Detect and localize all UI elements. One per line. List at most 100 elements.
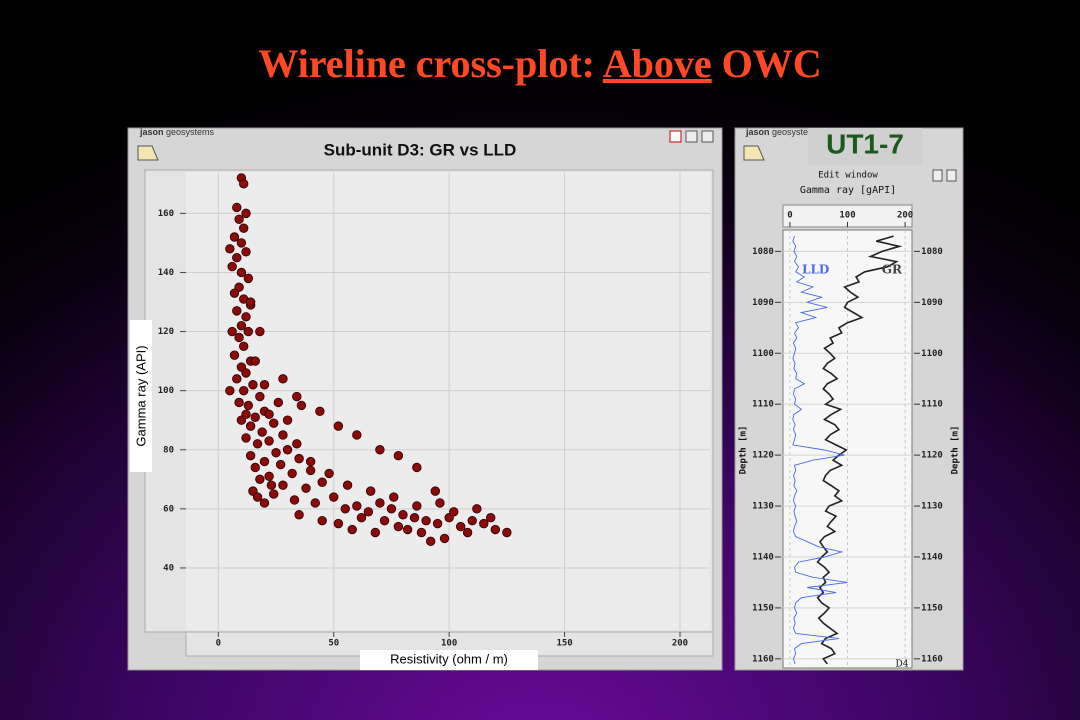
title-part: Above — [603, 41, 712, 86]
scatter-point — [347, 524, 357, 535]
window-button[interactable] — [669, 130, 682, 143]
scatter-point — [352, 430, 362, 440]
scatter-point — [232, 374, 242, 384]
depth-tick-label: 1160 — [921, 654, 943, 664]
legend-label: GR — [882, 263, 903, 277]
scatter-point — [379, 515, 390, 526]
scatter-point — [236, 267, 247, 278]
scatter-point — [234, 397, 244, 408]
scatter-point — [479, 518, 489, 529]
brand: jason geosystems — [745, 127, 821, 137]
well-label: UT1-7 — [826, 128, 904, 159]
scatter-point — [425, 536, 436, 547]
logo-icon — [743, 145, 765, 161]
scatter-point — [243, 400, 254, 411]
x-axis-label: Resistivity (ohm / m) — [390, 651, 508, 666]
scatter-point — [289, 495, 300, 505]
scatter-point — [490, 524, 501, 535]
legend-label: LLD — [802, 263, 829, 277]
x-tick-label: 200 — [672, 639, 688, 649]
depth-tick-label: 1120 — [921, 451, 943, 461]
depth-tick-label: 1090 — [752, 298, 774, 308]
scatter-point — [292, 391, 302, 402]
scatter-point — [259, 380, 270, 390]
scatter-point — [310, 498, 320, 508]
scatter-point — [294, 510, 304, 520]
scatter-point — [248, 380, 258, 390]
brand-name: jason — [745, 127, 770, 137]
depth-tick-label: 1150 — [921, 603, 943, 613]
scatter-point — [432, 518, 443, 529]
scatter-point — [416, 527, 427, 538]
scatter-point — [239, 341, 249, 352]
scatter-point — [333, 518, 344, 529]
scatter-point — [292, 439, 302, 449]
scatter-point — [241, 208, 251, 219]
title-part: OWC — [722, 41, 822, 86]
scatter-point — [317, 515, 327, 526]
window-button[interactable] — [685, 130, 698, 143]
window-button[interactable] — [701, 130, 714, 143]
scatter-point — [275, 459, 286, 470]
scatter-point — [430, 486, 441, 496]
scatter-point — [315, 406, 325, 417]
scatter-point — [250, 462, 260, 473]
y-axis-label: Gamma ray (API) — [133, 345, 148, 446]
brand-sub: geosystems — [166, 127, 215, 137]
scatter-point — [294, 453, 304, 464]
depth-tick-label: 1140 — [921, 552, 943, 562]
scatter-point — [227, 261, 237, 272]
x-tick-label: 100 — [441, 639, 457, 649]
scatter-point — [225, 385, 235, 396]
depth-tick-label: 1080 — [921, 247, 943, 257]
scatter-point — [255, 391, 265, 402]
scatter-point — [227, 326, 237, 337]
scatter-point — [467, 515, 477, 526]
scatter-point — [421, 515, 431, 526]
scatter-point — [252, 439, 263, 449]
window-button[interactable] — [932, 169, 943, 182]
log-curve — [792, 235, 848, 665]
scatter-point — [225, 244, 235, 254]
scatter-point — [269, 489, 279, 499]
scatter-point — [234, 214, 244, 224]
scatter-point — [287, 468, 297, 479]
depth-tick-label: 1110 — [752, 400, 774, 410]
scatter-point — [398, 510, 408, 520]
scatter-point — [412, 501, 422, 511]
scatter-point — [241, 247, 251, 257]
track-title: Gamma ray [gAPI] — [800, 185, 896, 196]
chart-title: Sub-unit D3: GR vs LLD — [324, 140, 517, 159]
scatter-point — [342, 480, 353, 490]
scatter-point — [232, 306, 242, 316]
scatter-point — [273, 397, 284, 408]
scatter-point — [340, 504, 350, 514]
scatter-point — [243, 273, 254, 284]
scatter-point — [257, 427, 267, 437]
slide-title: Wireline cross-plot: Above OWC — [258, 41, 821, 86]
depth-label: Depth [m] — [739, 426, 749, 475]
scatter-point — [236, 238, 247, 248]
scatter-point — [402, 524, 413, 535]
depth-tick-label: 1130 — [921, 502, 943, 512]
scatter-point — [255, 474, 265, 485]
scatter-point — [229, 232, 240, 242]
scatter-point — [301, 483, 311, 493]
scatter-point — [412, 462, 422, 473]
scatter-point — [234, 332, 244, 343]
y-tick-label: 120 — [158, 327, 174, 337]
scatter-point — [278, 374, 288, 384]
x-tick-label: 0 — [216, 639, 221, 649]
window-button[interactable] — [946, 169, 957, 182]
scatter-point — [435, 498, 445, 508]
scatter-point — [409, 513, 420, 523]
scatter-point — [245, 297, 256, 307]
scatter-point — [239, 179, 249, 189]
scatter-point — [296, 400, 307, 411]
scatter-point — [264, 409, 274, 419]
y-tick-label: 80 — [163, 445, 174, 455]
scatter-point — [502, 527, 512, 538]
scatter-point — [282, 415, 293, 425]
logo-icon — [137, 145, 159, 161]
